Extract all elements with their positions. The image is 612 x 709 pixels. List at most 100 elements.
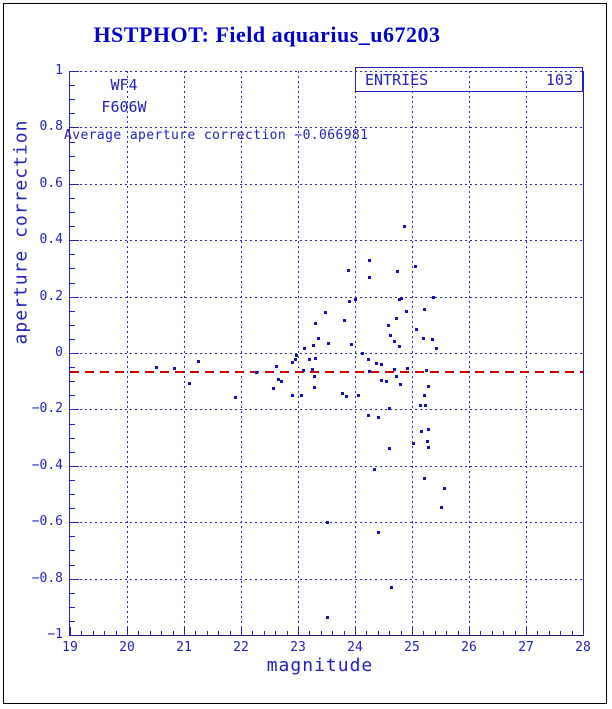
y-tick-label: 0.4 bbox=[39, 232, 63, 248]
data-point bbox=[347, 268, 351, 272]
x-minor-tick bbox=[548, 631, 550, 635]
data-point bbox=[375, 362, 379, 366]
x-minor-tick bbox=[229, 631, 231, 635]
y-minor-tick bbox=[70, 536, 75, 538]
y-major-tick bbox=[70, 635, 79, 636]
data-point bbox=[397, 298, 401, 302]
data-point bbox=[440, 505, 444, 509]
data-point bbox=[311, 344, 315, 348]
data-point bbox=[368, 370, 372, 374]
x-major-tick bbox=[241, 627, 242, 635]
data-point bbox=[311, 368, 315, 372]
x-minor-tick bbox=[400, 631, 402, 635]
x-major-tick bbox=[70, 627, 71, 635]
plot-area: ENTRIES 103 WF4 F606W Average aperture c… bbox=[32, 64, 591, 656]
data-point bbox=[155, 366, 159, 370]
data-point bbox=[360, 352, 364, 355]
data-point bbox=[254, 371, 258, 375]
data-point bbox=[279, 380, 283, 384]
x-tick-label: 21 bbox=[176, 640, 192, 655]
data-point bbox=[312, 386, 316, 390]
data-point bbox=[307, 357, 311, 361]
y-tick-label: −0.8 bbox=[31, 570, 63, 586]
data-point bbox=[350, 342, 353, 346]
data-point bbox=[395, 270, 399, 274]
y-axis-label: aperture correction bbox=[10, 119, 32, 345]
data-point bbox=[274, 364, 278, 368]
x-minor-tick bbox=[172, 631, 174, 635]
y-minor-tick bbox=[70, 338, 75, 340]
y-minor-tick bbox=[70, 620, 75, 622]
y-minor-tick bbox=[70, 606, 75, 608]
data-point bbox=[403, 225, 407, 229]
y-minor-tick bbox=[70, 197, 75, 199]
y-minor-tick bbox=[70, 113, 75, 115]
data-point bbox=[422, 307, 426, 311]
y-major-tick bbox=[70, 578, 79, 580]
y-tick-label: 0.6 bbox=[39, 175, 63, 191]
data-point bbox=[312, 375, 316, 379]
x-minor-tick bbox=[115, 631, 117, 635]
x-tick-label: 19 bbox=[62, 640, 78, 655]
data-point bbox=[314, 357, 318, 361]
data-point bbox=[172, 366, 176, 370]
x-tick-label: 25 bbox=[404, 640, 420, 655]
x-major-tick bbox=[298, 627, 299, 635]
y-tick-label: 1 bbox=[55, 63, 63, 78]
data-point bbox=[420, 430, 424, 434]
data-point bbox=[414, 328, 418, 332]
y-tick-label: −0.2 bbox=[31, 401, 63, 417]
y-minor-tick bbox=[70, 282, 75, 284]
data-point bbox=[188, 382, 192, 386]
data-point bbox=[343, 319, 347, 322]
data-point bbox=[316, 337, 320, 341]
x-minor-tick bbox=[537, 631, 539, 635]
data-point bbox=[380, 379, 384, 383]
x-minor-tick bbox=[389, 631, 391, 635]
gridline-horizontal bbox=[70, 240, 583, 242]
x-tick-label: 23 bbox=[290, 640, 306, 655]
y-minor-tick bbox=[70, 141, 75, 143]
y-major-tick bbox=[70, 465, 79, 467]
x-minor-tick bbox=[423, 631, 425, 635]
data-point bbox=[380, 363, 384, 367]
data-point bbox=[356, 394, 360, 398]
data-point bbox=[392, 368, 396, 372]
x-minor-tick bbox=[286, 631, 288, 635]
data-point bbox=[301, 368, 305, 372]
filter-label: F606W bbox=[101, 98, 147, 116]
y-minor-tick bbox=[70, 479, 75, 481]
x-major-tick bbox=[412, 627, 413, 635]
y-tick-label: −0.6 bbox=[31, 514, 63, 530]
x-minor-tick bbox=[571, 631, 573, 635]
image-frame bbox=[3, 3, 607, 704]
data-point bbox=[372, 467, 376, 471]
data-point bbox=[395, 316, 399, 320]
x-tick-label: 22 bbox=[233, 640, 249, 655]
x-minor-tick bbox=[503, 631, 505, 635]
data-point bbox=[348, 299, 352, 303]
y-minor-tick bbox=[70, 564, 75, 566]
data-point bbox=[294, 357, 298, 361]
camera-label: WF4 bbox=[110, 76, 138, 94]
x-minor-tick bbox=[332, 631, 334, 635]
y-minor-tick bbox=[70, 494, 75, 495]
data-point bbox=[399, 383, 403, 387]
data-point bbox=[299, 394, 303, 398]
gridline-horizontal bbox=[70, 183, 583, 185]
data-point bbox=[426, 428, 430, 432]
y-minor-tick bbox=[70, 508, 75, 510]
x-minor-tick bbox=[104, 631, 106, 635]
x-minor-tick bbox=[263, 631, 265, 635]
y-minor-tick bbox=[70, 367, 75, 369]
gridline-horizontal bbox=[70, 409, 583, 411]
camera-filter-block: WF4 F606W bbox=[84, 74, 164, 118]
y-major-tick bbox=[70, 240, 79, 242]
data-point bbox=[271, 387, 275, 391]
y-major-tick bbox=[70, 522, 79, 524]
x-minor-tick bbox=[149, 631, 151, 635]
y-major-tick bbox=[70, 71, 79, 72]
data-point bbox=[326, 615, 330, 619]
data-point bbox=[422, 394, 426, 398]
data-point bbox=[376, 530, 380, 534]
